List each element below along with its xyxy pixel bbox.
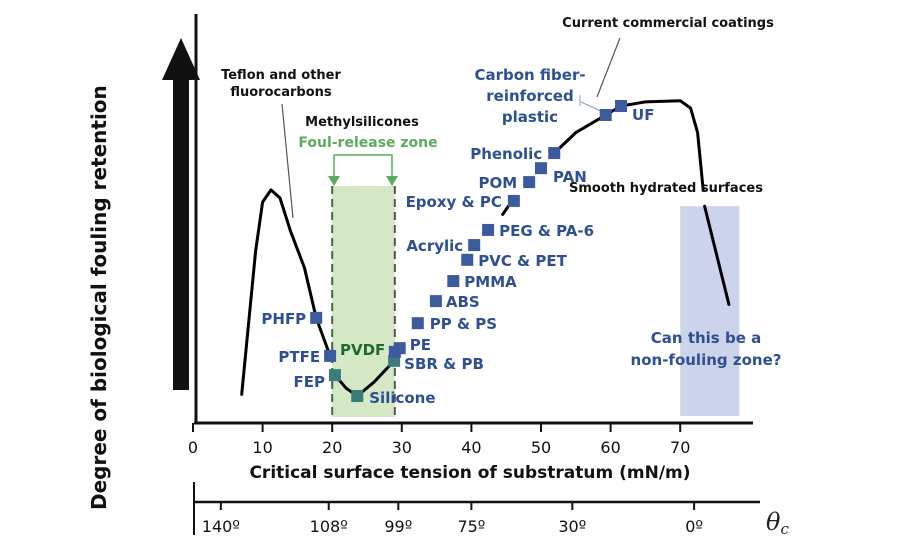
methylsilicones-annotation: Methylsilicones [305,115,419,130]
teflon-leader-line [281,103,294,219]
trend-curve [501,204,510,216]
secondary-tick-label: 0º [685,517,703,536]
secondary-tick-label: 30º [558,517,586,536]
x-tick-label: 20 [322,438,342,457]
point-label: PEG & PA-6 [499,222,594,240]
carbon-fiber-label-line2: reinforced [486,87,573,105]
teflon-annotation-line2: fluorocarbons [230,85,332,100]
secondary-tick-label: 75º [457,517,485,536]
marker-silicone [351,390,364,403]
carbon-fiber-label-line1: Carbon fiber- [474,66,585,84]
marker-epoxy-pc [507,194,520,207]
foul-release-arrow-left [328,176,340,186]
point-label: POM [478,174,517,192]
point-label: Epoxy & PC [406,193,502,211]
y-axis-title: Degree of biological fouling retention [87,85,111,510]
secondary-tick-label: 140º [202,517,240,536]
x-tick-label: 40 [461,438,481,457]
non-fouling-label-line1: Can this be a [651,329,761,347]
foul-release-annotation: Foul-release zone [298,135,437,151]
x-axis-title: Critical surface tension of substratum (… [249,463,690,483]
marker-pp-ps [411,317,424,330]
marker-pmma [447,275,460,288]
point-label: PTFE [278,348,320,366]
theta-subscript: c [780,520,789,538]
point-label: PMMA [464,273,517,291]
teflon-annotation-line1: Teflon and other [221,68,341,83]
x-tick-label: 30 [392,438,412,457]
point-label: PAN [553,168,587,186]
marker-pvc-pet [461,253,474,266]
x-tick-label: 50 [531,438,551,457]
marker-uf [615,100,628,113]
commercial-leader-line [596,37,621,98]
marker-pvdf [388,345,401,358]
foul-release-zone [332,186,395,417]
marker-pom [523,176,536,189]
point-label: Acrylic [406,237,463,255]
y-arrow-shaft [173,78,189,390]
foul-release-bracket [333,154,393,176]
marker-fep [328,369,341,382]
y-arrow-head [162,38,200,80]
point-label: PP & PS [430,315,497,333]
trend-curve [240,188,332,396]
theta-c-label: θc [766,508,789,538]
foul-release-arrow-right [386,176,398,186]
point-label: PVC & PET [478,252,567,270]
point-label: ABS [446,293,480,311]
smooth-hydrated-annotation: Smooth hydrated surfaces [569,181,763,196]
point-label: FEP [293,373,325,391]
point-label: UF [632,106,654,124]
point-label: Phenolic [470,145,542,163]
marker-phfp [310,311,323,324]
x-tick-label: 0 [188,438,198,457]
non-fouling-label-line2: non-fouling zone? [631,351,782,369]
non-fouling-zone [680,206,740,416]
trend-curve [552,99,705,192]
x-tick-label: 60 [600,438,620,457]
marker-acrylic [468,239,481,252]
marker-ptfe [324,349,337,362]
x-tick-label: 70 [670,438,690,457]
y-arrow [162,38,200,390]
point-label: PE [410,336,431,354]
marker-abs [429,295,442,308]
point-label: PHFP [261,310,306,328]
x-tick-label: 10 [252,438,272,457]
marker-pan [535,162,547,175]
carbon-fiber-leader-line [580,101,604,113]
marker-carbon-fiber-reinforced-plastic [599,109,612,122]
pvdf-label: PVDF [340,341,385,359]
theta-symbol: θ [766,508,781,536]
marker-peg-pa-6 [482,223,495,236]
current-commercial-annotation: Current commercial coatings [562,16,774,31]
marker-phenolic [548,147,561,160]
carbon-fiber-label-line3: plastic [502,108,558,126]
secondary-tick-label: 108º [310,517,348,536]
secondary-tick-label: 99º [384,517,412,536]
point-label: Silicone [369,389,435,407]
point-label: SBR & PB [404,355,484,373]
trend-curve [703,204,731,306]
